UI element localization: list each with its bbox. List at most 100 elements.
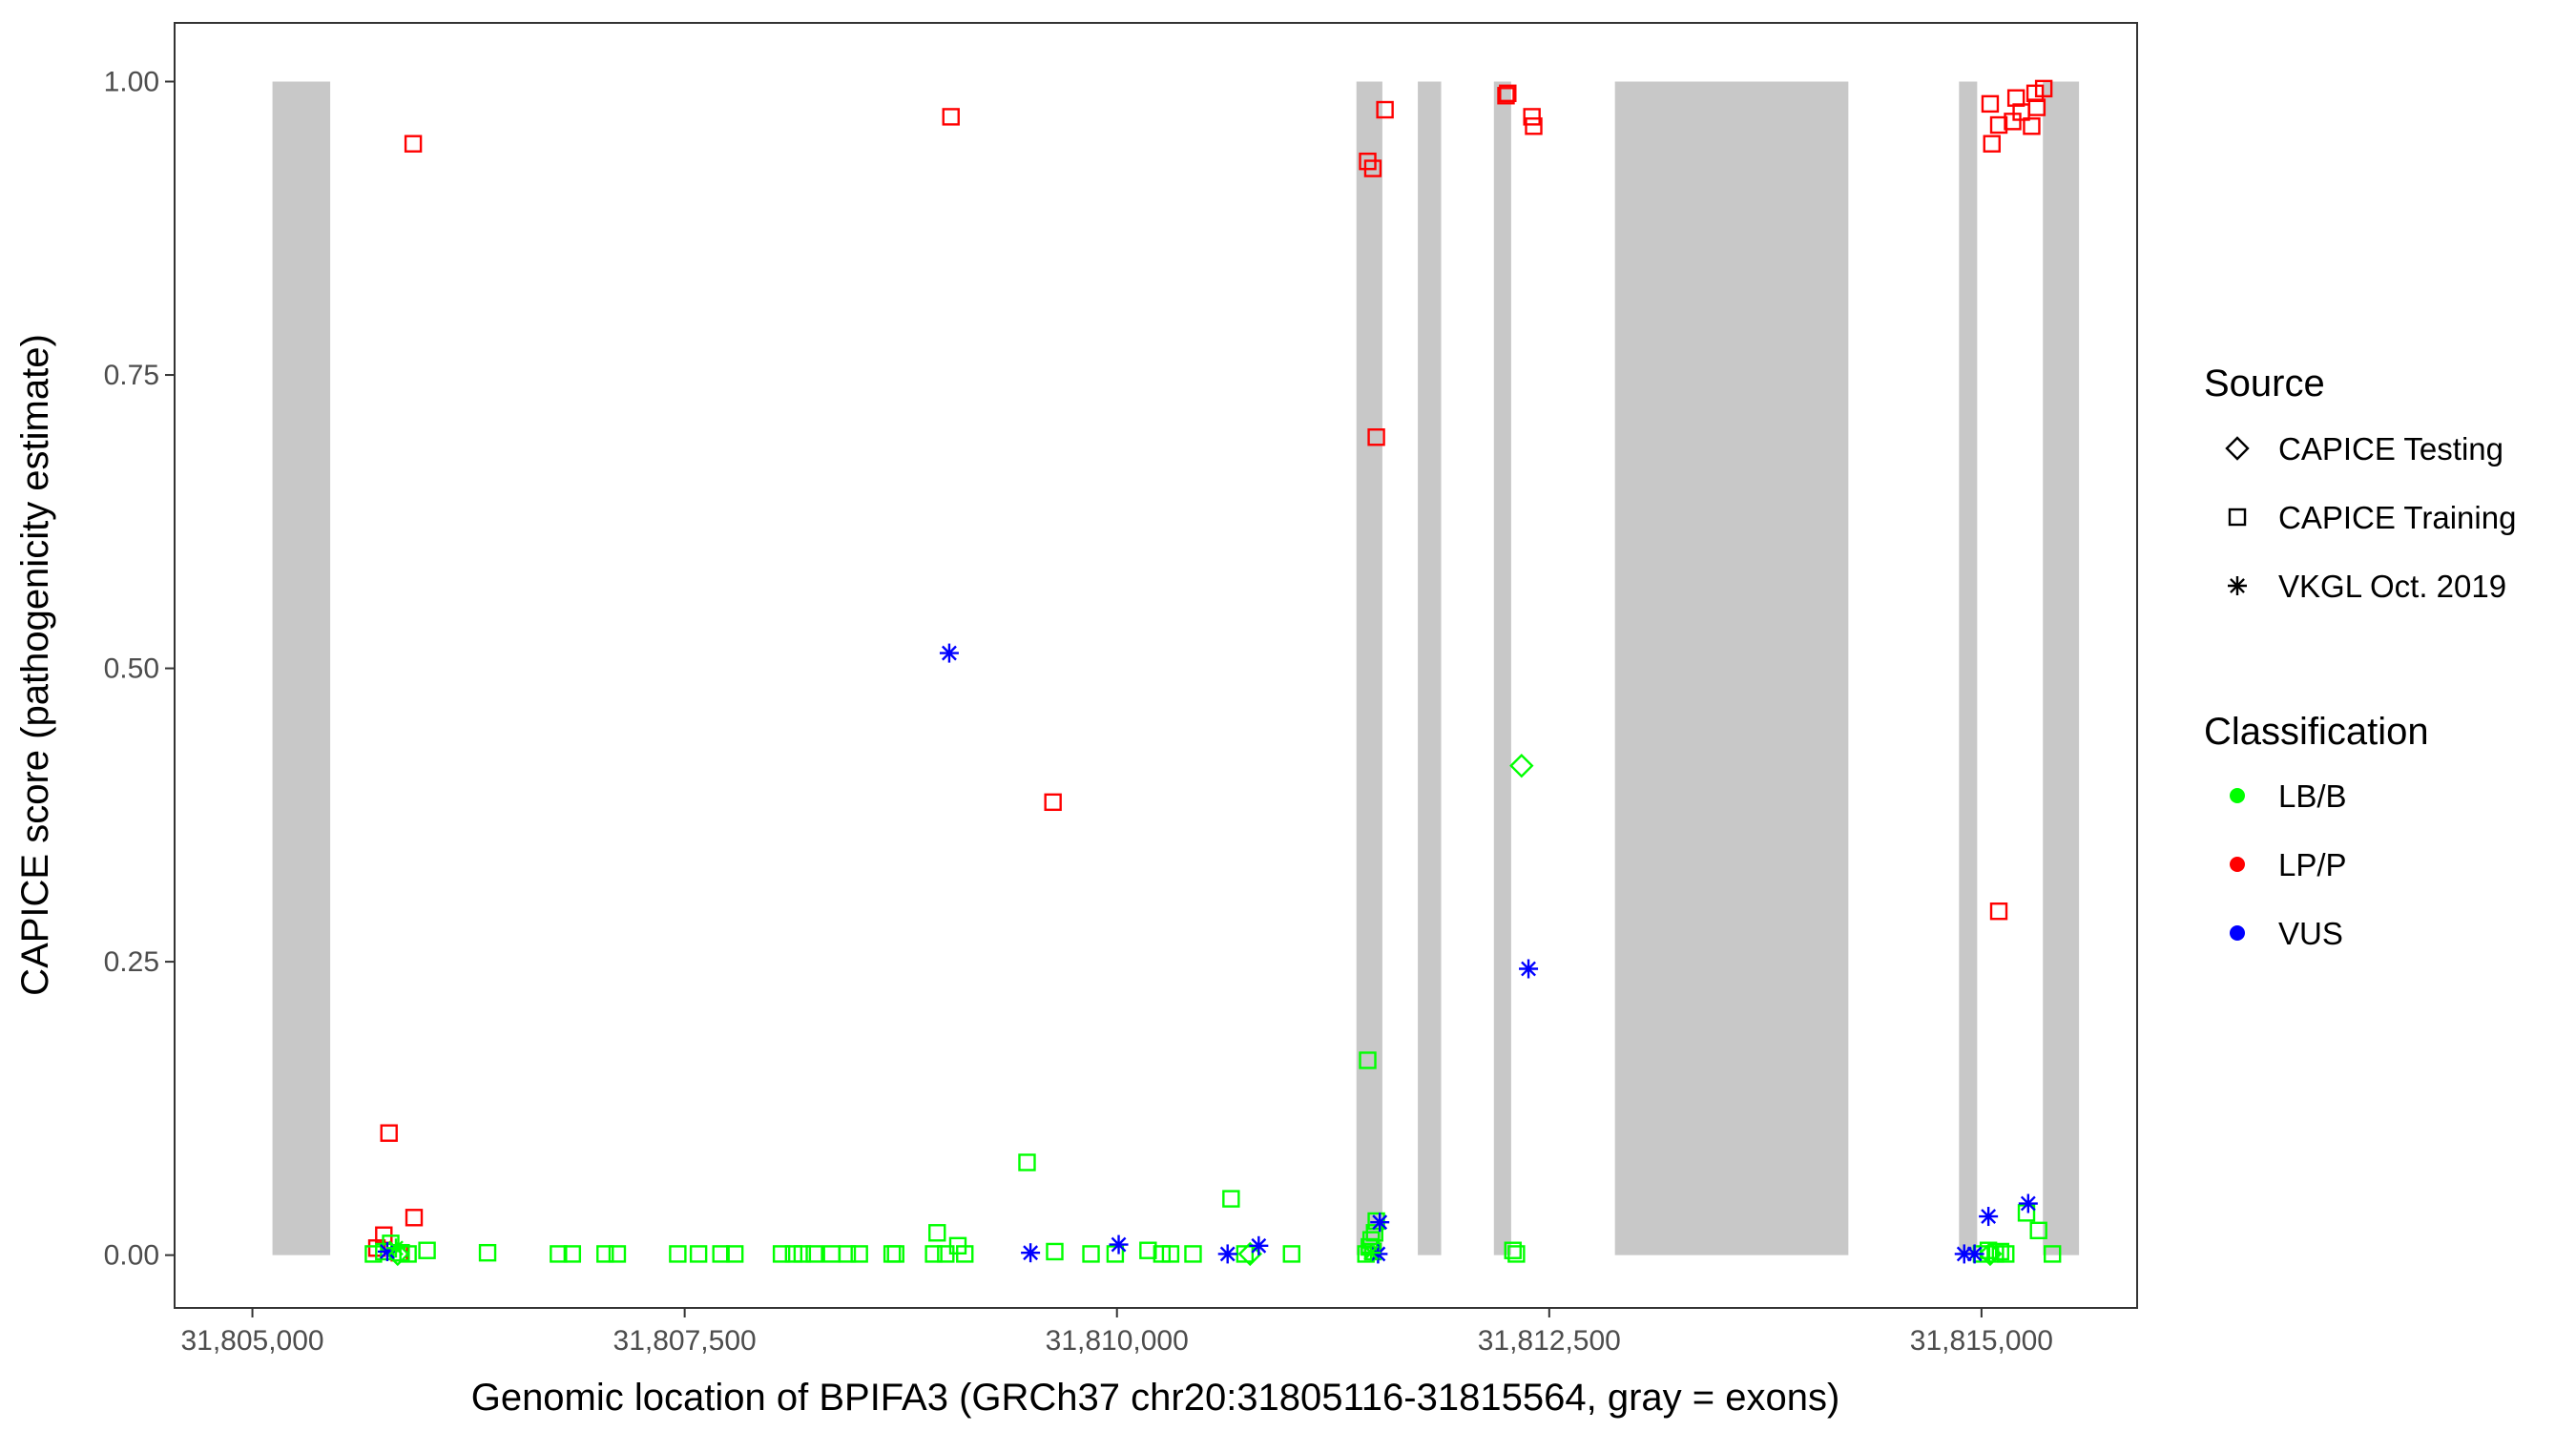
data-point (1991, 1242, 2010, 1261)
exon-band (1493, 81, 1511, 1255)
data-point (1519, 959, 1539, 979)
data-point (1139, 1241, 1157, 1259)
data-point-square (2023, 117, 2041, 135)
data-point-square (1981, 94, 2000, 114)
data-point-square (1497, 87, 1515, 105)
data-point (380, 1124, 398, 1142)
data-point (596, 1245, 614, 1263)
data-point (385, 1241, 410, 1267)
legend-source-label: CAPICE Training (2278, 500, 2516, 535)
data-point (1361, 1243, 1381, 1263)
data-point-square (1082, 1245, 1100, 1263)
exon-band (1356, 81, 1382, 1255)
data-point-square (772, 1245, 791, 1263)
legend-class-label: LP/P (2278, 847, 2347, 882)
data-point-diamond (1978, 1241, 2003, 1267)
data-point (1989, 115, 2008, 135)
data-point (669, 1245, 687, 1263)
data-point-square (1525, 117, 1543, 135)
data-point (1365, 1224, 1383, 1242)
data-point-square (2006, 89, 2025, 107)
data-point-square (1236, 1245, 1255, 1263)
data-point (1217, 1244, 1237, 1264)
legend-source-key-stroke (2230, 578, 2245, 593)
data-point (563, 1245, 582, 1263)
data-point (1363, 159, 1382, 177)
data-point-square (1523, 108, 1541, 126)
data-point-square (1365, 1224, 1383, 1242)
data-point-square (1986, 1245, 2005, 1263)
data-point-square (1046, 1242, 1064, 1261)
data-point-square (2029, 1221, 2047, 1240)
data-point-stroke (1363, 1245, 1380, 1261)
legend-class-key (2230, 925, 2245, 941)
data-point-square (1504, 1241, 1522, 1259)
data-point (364, 1245, 383, 1263)
x-tick-label: 31,805,000 (180, 1325, 323, 1357)
data-point-square (1139, 1241, 1157, 1259)
data-point-square (689, 1245, 708, 1263)
legend-source-title: Source (2204, 363, 2325, 404)
exon-band (1959, 81, 1978, 1255)
exon-band (1614, 81, 1849, 1255)
data-point (1109, 1234, 1129, 1255)
data-point (725, 1245, 744, 1263)
data-point (1507, 1245, 1526, 1263)
data-point-square (924, 1245, 943, 1263)
data-point-square (1507, 1245, 1526, 1263)
data-point-stroke (2020, 1195, 2036, 1212)
data-point-square (596, 1245, 614, 1263)
data-point (939, 643, 959, 663)
data-point (608, 1245, 627, 1263)
data-point-square (1991, 1242, 2010, 1261)
data-point-square (1359, 1051, 1377, 1069)
data-point-square (563, 1245, 582, 1263)
y-axis-title: CAPICE score (pathogenicity estimate) (14, 334, 56, 996)
data-point (942, 108, 960, 126)
data-point (1044, 793, 1062, 812)
y-tick-label: 0.00 (104, 1240, 159, 1272)
legend-class-label: LB/B (2278, 778, 2347, 814)
data-point (1979, 1207, 1999, 1227)
data-point (1497, 87, 1515, 105)
x-tick-label: 31,810,000 (1046, 1325, 1189, 1357)
legend-source-key (2228, 508, 2247, 527)
data-point (478, 1243, 497, 1262)
x-axis: 31,805,000 31,807,500 31,810,000 31,812,500… (180, 1308, 2053, 1357)
data-point-square (886, 1245, 904, 1263)
data-point (1986, 1245, 2005, 1263)
data-point (1237, 1241, 1262, 1267)
data-point-square (550, 1245, 568, 1263)
data-point-square (1106, 1245, 1125, 1263)
data-point (2043, 1245, 2062, 1263)
data-point-square (838, 1245, 857, 1263)
data-point-square (928, 1224, 946, 1242)
data-point (1249, 1235, 1269, 1255)
plot-panel-border (174, 22, 2138, 1309)
data-point (1989, 902, 2008, 921)
data-point-square (725, 1245, 744, 1263)
data-point (550, 1245, 568, 1263)
data-point-stroke (388, 1240, 404, 1256)
data-point-square (669, 1245, 687, 1263)
data-point-square (2034, 79, 2053, 98)
data-point (1964, 1244, 1984, 1264)
data-point (1236, 1245, 1255, 1263)
legend-source-label: CAPICE Testing (2278, 431, 2503, 467)
data-point-square (1499, 84, 1517, 103)
data-points (364, 79, 2062, 1267)
legend-source-key-square (2228, 508, 2247, 527)
data-point (850, 1245, 868, 1263)
data-point-square (1161, 1245, 1180, 1263)
legend-class-label: VUS (2278, 916, 2343, 951)
data-point (793, 1245, 812, 1263)
data-point (838, 1245, 857, 1263)
data-point (1046, 1242, 1064, 1261)
data-point (2004, 113, 2022, 131)
data-point (928, 1224, 946, 1242)
data-point (2023, 117, 2041, 135)
data-point-diamond (1509, 753, 1534, 778)
data-point-square (404, 135, 423, 153)
data-point (1282, 1245, 1300, 1263)
y-tick-label: 0.50 (104, 653, 159, 685)
